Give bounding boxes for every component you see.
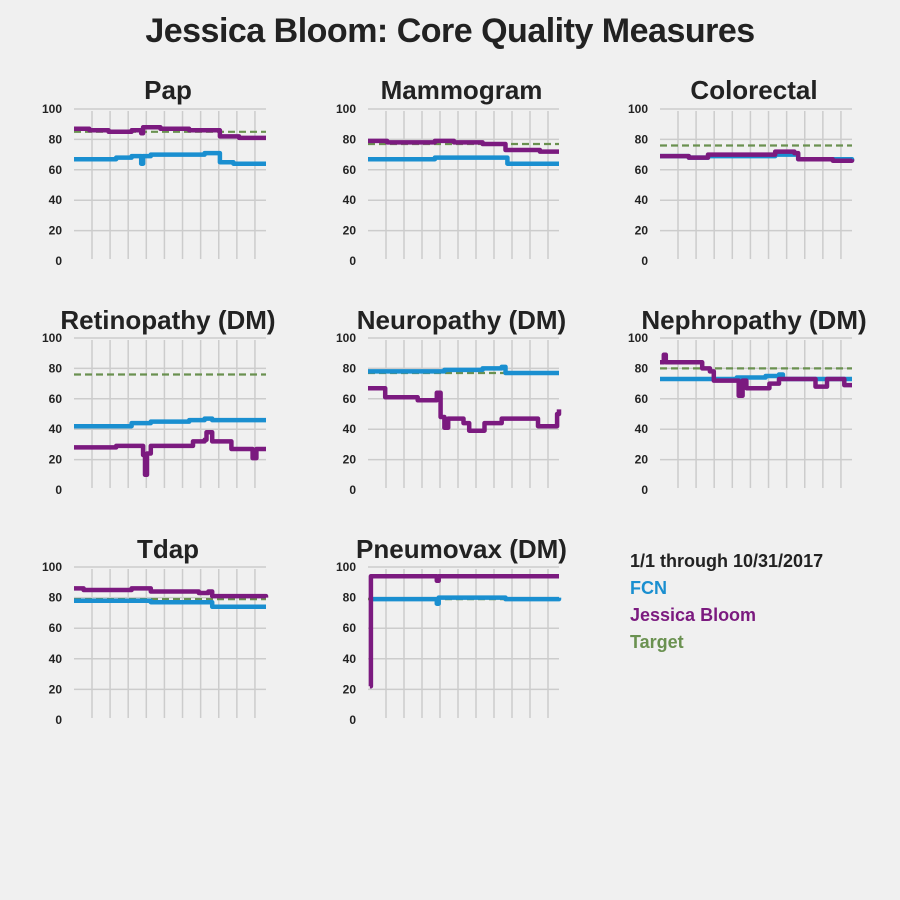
y-tick-label: 40 (635, 422, 649, 436)
y-tick-label: 60 (49, 392, 63, 406)
chart-title: Retinopathy (DM) (60, 305, 275, 335)
y-tick-label: 80 (49, 361, 63, 375)
y-tick-label: 60 (49, 163, 63, 177)
y-tick-label: 80 (635, 361, 649, 375)
y-tick-label: 0 (641, 254, 648, 268)
y-tick-label: 100 (336, 102, 356, 116)
series-line-fcn (371, 595, 562, 606)
series-line-fcn (368, 155, 559, 166)
y-tick-label: 60 (343, 392, 357, 406)
chart-title: Mammogram (381, 75, 543, 105)
legend-entry-target: Target (630, 632, 684, 652)
y-tick-label: 40 (343, 422, 357, 436)
series-line-jessica-bloom (368, 573, 559, 689)
legend-entry-fcn: FCN (630, 578, 667, 598)
y-tick-label: 0 (55, 713, 62, 727)
series-line-jessica-bloom (368, 138, 559, 154)
chart-title: Neuropathy (DM) (357, 305, 566, 335)
series-line-fcn (74, 598, 266, 610)
y-tick-label: 80 (343, 591, 357, 605)
y-tick-label: 40 (49, 422, 63, 436)
series-line-jessica-bloom (368, 385, 562, 433)
series-line-jessica-bloom (660, 352, 852, 399)
chart-tdap: 0 20 40 60 80 100 Tdap (42, 534, 269, 727)
y-tick-label: 80 (343, 132, 357, 146)
y-tick-label: 20 (49, 453, 63, 467)
y-tick-label: 100 (336, 331, 356, 345)
y-tick-label: 0 (349, 254, 356, 268)
y-tick-label: 60 (343, 621, 357, 635)
y-tick-label: 80 (635, 132, 649, 146)
legend: 1/1 through 10/31/2017 FCN Jessica Bloom… (630, 548, 823, 656)
legend-entry-provider: Jessica Bloom (630, 605, 757, 625)
y-tick-label: 80 (343, 361, 357, 375)
y-tick-label: 0 (641, 483, 648, 497)
y-tick-label: 80 (49, 132, 63, 146)
y-tick-label: 100 (42, 102, 62, 116)
y-tick-label: 40 (343, 652, 357, 666)
y-tick-label: 20 (49, 224, 63, 238)
y-tick-label: 20 (635, 453, 649, 467)
y-tick-label: 100 (336, 560, 356, 574)
series-line-fcn (74, 150, 266, 166)
y-tick-label: 60 (343, 163, 357, 177)
y-tick-label: 100 (628, 102, 648, 116)
y-tick-label: 40 (343, 193, 357, 207)
y-tick-label: 0 (55, 254, 62, 268)
chart-mammogram: 0 20 40 60 80 100 Mammogram (336, 75, 559, 268)
chart-colorectal: 0 20 40 60 80 100 Colorectal (628, 75, 855, 268)
chart-title: Pneumovax (DM) (356, 534, 567, 564)
y-tick-label: 0 (55, 483, 62, 497)
y-tick-label: 80 (49, 591, 63, 605)
y-tick-label: 20 (343, 453, 357, 467)
y-tick-label: 100 (42, 560, 62, 574)
series-line-jessica-bloom (74, 586, 269, 599)
y-tick-label: 0 (349, 483, 356, 497)
y-tick-label: 40 (49, 652, 63, 666)
series-line-jessica-bloom (660, 149, 855, 163)
y-tick-label: 40 (49, 193, 63, 207)
chart-title: Colorectal (690, 75, 817, 105)
y-tick-label: 20 (343, 224, 357, 238)
y-tick-label: 60 (635, 392, 649, 406)
y-tick-label: 20 (635, 224, 649, 238)
series-line-fcn (368, 364, 559, 376)
chart-title: Tdap (137, 534, 199, 564)
page-title: Jessica Bloom: Core Quality Measures (145, 12, 755, 50)
series-line-jessica-bloom (74, 429, 266, 478)
chart-title: Nephropathy (DM) (641, 305, 866, 335)
y-tick-label: 60 (635, 163, 649, 177)
y-tick-label: 0 (349, 713, 356, 727)
series-line-fcn (74, 416, 266, 429)
series-line-jessica-bloom (74, 124, 266, 141)
chart-title: Pap (144, 75, 192, 105)
y-tick-label: 20 (49, 682, 63, 696)
chart-pap: 0 20 40 60 80 100 Pap (42, 75, 266, 268)
legend-date-range: 1/1 through 10/31/2017 (630, 551, 824, 571)
y-tick-label: 100 (42, 331, 62, 345)
y-tick-label: 100 (628, 331, 648, 345)
y-tick-label: 20 (343, 682, 357, 696)
y-tick-label: 40 (635, 193, 649, 207)
y-tick-label: 60 (49, 621, 63, 635)
